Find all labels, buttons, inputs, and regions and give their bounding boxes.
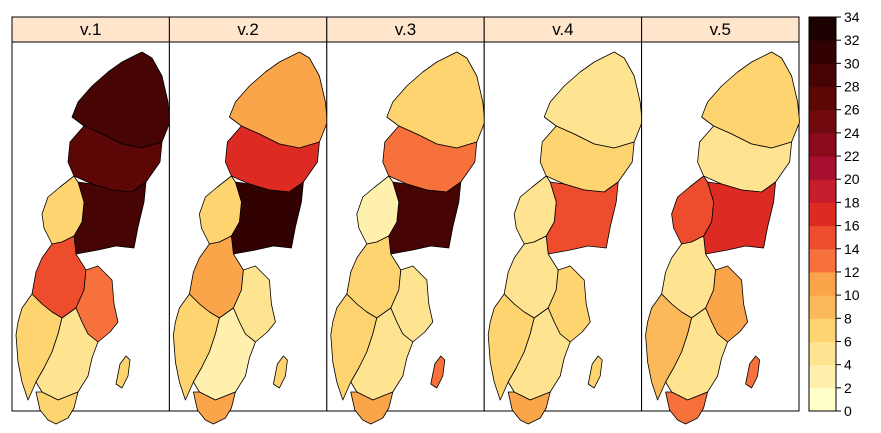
colorbar-tick-label: 10 [844, 287, 860, 303]
colorbar-tick-label: 14 [844, 241, 860, 257]
colorbar-tick-label: 8 [844, 310, 852, 326]
colorbar-swatch [809, 156, 836, 180]
map-region [703, 181, 776, 255]
colorbar-tick-label: 6 [844, 333, 852, 349]
colorbar-tick-label: 16 [844, 218, 860, 234]
colorbar-swatch [809, 364, 836, 389]
panel-strip [11, 16, 170, 43]
colorbar-swatch [809, 63, 836, 88]
map-region [198, 175, 242, 245]
colorbar-tick-label: 26 [844, 102, 860, 118]
map-region [745, 355, 760, 389]
colorbar-tick-label: 28 [844, 79, 860, 95]
colorbar-tick-label: 20 [844, 171, 860, 187]
map-panels: v.1 v.2 v.3 v.4 v.5 [11, 16, 800, 425]
map-region [587, 355, 603, 389]
map-panel: v.2 [168, 16, 328, 425]
colorbar-swatch [809, 40, 836, 64]
map-region [671, 175, 714, 245]
panel-strip-label: v.3 [395, 20, 416, 39]
map-region [230, 181, 304, 255]
colorbar-frame [808, 16, 837, 412]
map-region [382, 125, 478, 193]
map-region [192, 391, 236, 425]
map-regions [15, 51, 171, 425]
map-region [67, 125, 163, 193]
colorbar-swatch [809, 109, 836, 134]
colorbar-tick-label: 32 [844, 32, 860, 48]
colorbar-swatch [809, 248, 836, 273]
colorbar-swatch [809, 341, 836, 366]
map-region [545, 181, 619, 255]
colorbar-tick-label: 22 [844, 148, 860, 164]
map-regions [645, 51, 800, 425]
map-region [35, 391, 79, 425]
colorbar-swatch [809, 225, 836, 250]
map-region [507, 391, 551, 425]
colorbar-swatch [809, 179, 836, 203]
map-region [272, 355, 288, 389]
map-region [513, 175, 557, 245]
colorbar-tick-label: 4 [844, 357, 852, 373]
panel-strip-label: v.4 [552, 20, 573, 39]
colorbar-swatch [809, 132, 836, 157]
map-region [539, 125, 635, 193]
colorbar-swatch [809, 202, 836, 227]
map-regions [487, 51, 643, 425]
colorbar-swatch [809, 271, 836, 296]
panel-strip [641, 16, 800, 43]
map-region [388, 181, 462, 255]
colorbar-tick-label: 30 [844, 55, 860, 71]
map-panel: v.1 [11, 16, 171, 425]
map-region [697, 125, 792, 193]
colorbar-swatch [809, 387, 836, 412]
colorbar-swatch [809, 295, 836, 319]
panel-strip-label: v.5 [710, 20, 731, 39]
map-regions [330, 51, 486, 425]
colorbar-tick-label: 34 [844, 9, 860, 25]
colorbar-tick-label: 0 [844, 403, 852, 419]
colorbar-tick-label: 18 [844, 194, 860, 210]
map-region [356, 175, 400, 245]
map-region [350, 391, 394, 425]
map-region [430, 355, 446, 389]
map-panel: v.5 [641, 16, 800, 425]
map-panel: v.3 [326, 16, 486, 425]
map-region [665, 391, 708, 425]
map-panel: v.4 [483, 16, 643, 425]
map-regions [172, 51, 328, 425]
colorbar-tick-label: 12 [844, 264, 860, 280]
map-region [115, 355, 131, 389]
colorbar-swatch [809, 86, 836, 111]
colorbar-tick-label: 2 [844, 380, 852, 396]
colorbar-swatch [809, 318, 836, 342]
map-region [224, 125, 320, 193]
map-region [73, 181, 147, 255]
map-region [41, 175, 85, 245]
colorbar-swatch [809, 17, 836, 41]
panel-strip-label: v.2 [237, 20, 258, 39]
colorbar-tick-label: 24 [844, 125, 860, 141]
panel-strip-label: v.1 [80, 20, 101, 39]
